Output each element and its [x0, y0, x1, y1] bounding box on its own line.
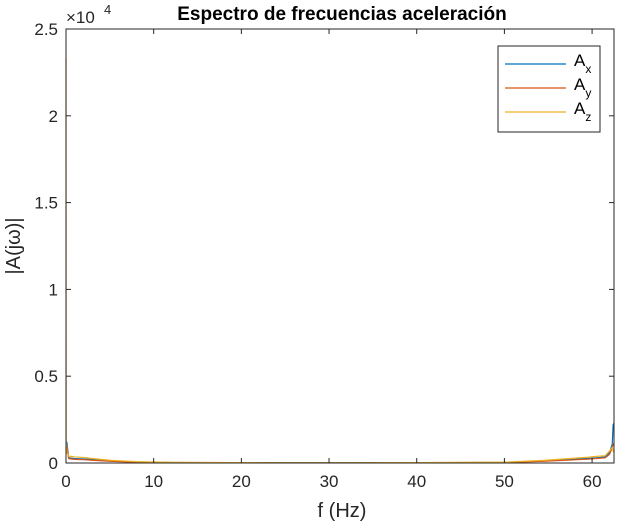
- x-tick-label: 50: [495, 472, 514, 491]
- y-tick-label: 0: [49, 454, 58, 473]
- x-tick-label: 30: [320, 472, 339, 491]
- y-tick-label: 1: [49, 280, 58, 299]
- x-tick-label: 60: [583, 472, 602, 491]
- axes-box: [65, 28, 615, 464]
- x-tick-label: 10: [144, 472, 163, 491]
- y-tick-label: 2.5: [34, 20, 58, 39]
- y-tick-label: 2: [49, 107, 58, 126]
- x-ticks: 0 10 20 30 40 50 60: [61, 29, 602, 491]
- legend-subscript-z: z: [585, 110, 591, 124]
- x-axis-label: f (Hz): [318, 500, 367, 522]
- y-tick-label: 1.5: [34, 194, 58, 213]
- chart-title: Espectro de frecuencias aceleración: [177, 4, 507, 25]
- y-ticks: 0 0.5 1 1.5 2 2.5: [34, 20, 614, 473]
- legend-subscript-x: x: [585, 62, 591, 76]
- x-tick-label: 0: [61, 472, 70, 491]
- y-exponent-base: ×10: [66, 8, 95, 27]
- y-tick-label: 0.5: [34, 367, 58, 386]
- legend-subscript-y: y: [585, 86, 591, 100]
- y-axis-label: |A(jω)|: [3, 217, 25, 274]
- y-exponent-power: 4: [104, 2, 111, 17]
- x-tick-label: 20: [232, 472, 251, 491]
- y-exponent: ×10 4: [66, 2, 111, 27]
- x-tick-label: 40: [407, 472, 426, 491]
- legend-box: [497, 45, 601, 133]
